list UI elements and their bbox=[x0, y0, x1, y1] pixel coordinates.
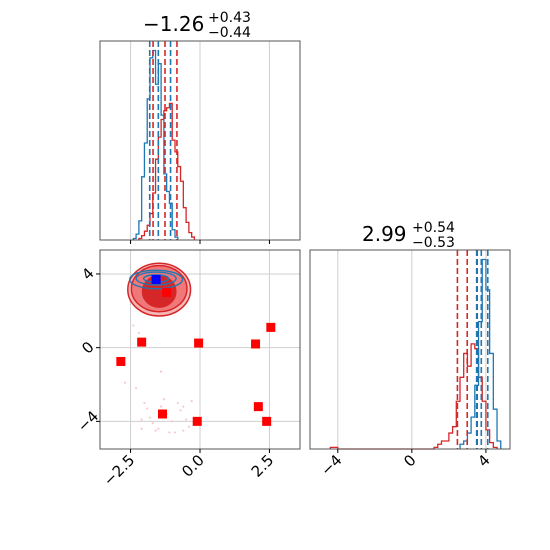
scatter-point bbox=[179, 409, 182, 412]
x-param-title-upper: +0.43 bbox=[208, 10, 251, 26]
scatter-point bbox=[137, 331, 140, 335]
scatter-point bbox=[151, 422, 154, 425]
x-tick-label: 4 bbox=[474, 451, 493, 470]
red-histogram-x bbox=[138, 102, 196, 240]
red-square-marker bbox=[162, 287, 172, 297]
red-square-marker bbox=[266, 322, 276, 332]
scatter-point bbox=[182, 405, 185, 408]
x-tick-label: −2.5 bbox=[100, 451, 138, 489]
joint-distribution-panel bbox=[99, 249, 301, 450]
y-param-title-upper: +0.54 bbox=[412, 220, 455, 236]
scatter-point bbox=[123, 381, 127, 384]
scatter-point bbox=[173, 431, 177, 434]
scatter-point bbox=[140, 418, 143, 421]
x-tick-label: −4 bbox=[317, 451, 345, 479]
scatter-point bbox=[132, 324, 135, 327]
y-tick-label: 0 bbox=[78, 338, 97, 357]
scatter-point bbox=[185, 418, 188, 421]
scatter-point bbox=[171, 420, 174, 423]
scatter-point bbox=[135, 387, 138, 390]
x-tick-label: 0 bbox=[400, 451, 419, 470]
scatter-point bbox=[160, 405, 163, 408]
red-square-marker bbox=[194, 338, 204, 348]
blue-square-marker bbox=[151, 274, 161, 284]
y-tick-label: −4 bbox=[74, 407, 102, 435]
y-param-title-value: 2.99 bbox=[362, 222, 407, 246]
red-square-marker bbox=[137, 337, 147, 347]
x-param-marginal-panel bbox=[99, 40, 301, 241]
x-param-title-value: −1.26 bbox=[143, 12, 204, 36]
red-square-marker bbox=[262, 416, 272, 426]
red-square-marker bbox=[192, 416, 202, 426]
red-square-marker bbox=[116, 356, 126, 366]
panel-frame bbox=[309, 249, 511, 450]
red-square-marker bbox=[158, 409, 167, 419]
scatter-point bbox=[187, 425, 190, 428]
scatter-point bbox=[140, 427, 143, 430]
x-param-title-lower: −0.44 bbox=[208, 25, 251, 41]
y-param-title: 2.99 bbox=[362, 222, 407, 246]
scatter-point bbox=[146, 407, 149, 410]
blue-density-contour bbox=[135, 271, 177, 286]
x-tick-label: 0.0 bbox=[178, 451, 208, 481]
scatter-point bbox=[143, 401, 146, 405]
scatter-point bbox=[160, 370, 163, 373]
scatter-point bbox=[157, 427, 160, 430]
y-param-title-lower: −0.53 bbox=[412, 235, 455, 251]
scatter-point bbox=[176, 401, 179, 405]
blue-histogram-y bbox=[459, 258, 502, 449]
x-param-title: −1.26 bbox=[143, 12, 204, 36]
scatter-point bbox=[148, 416, 152, 419]
scatter-point bbox=[162, 398, 165, 401]
red-square-marker bbox=[253, 402, 263, 412]
scatter-point bbox=[190, 399, 193, 403]
blue-density-contour bbox=[129, 269, 184, 290]
scatter-point bbox=[168, 431, 171, 434]
x-tick-label: 2.5 bbox=[248, 451, 278, 481]
y-param-marginal-panel bbox=[309, 249, 511, 450]
scatter-point bbox=[154, 429, 157, 432]
red-histogram-y bbox=[329, 343, 498, 450]
scatter-point bbox=[182, 429, 185, 432]
red-square-marker bbox=[251, 339, 261, 349]
y-tick-label: 4 bbox=[78, 264, 97, 283]
